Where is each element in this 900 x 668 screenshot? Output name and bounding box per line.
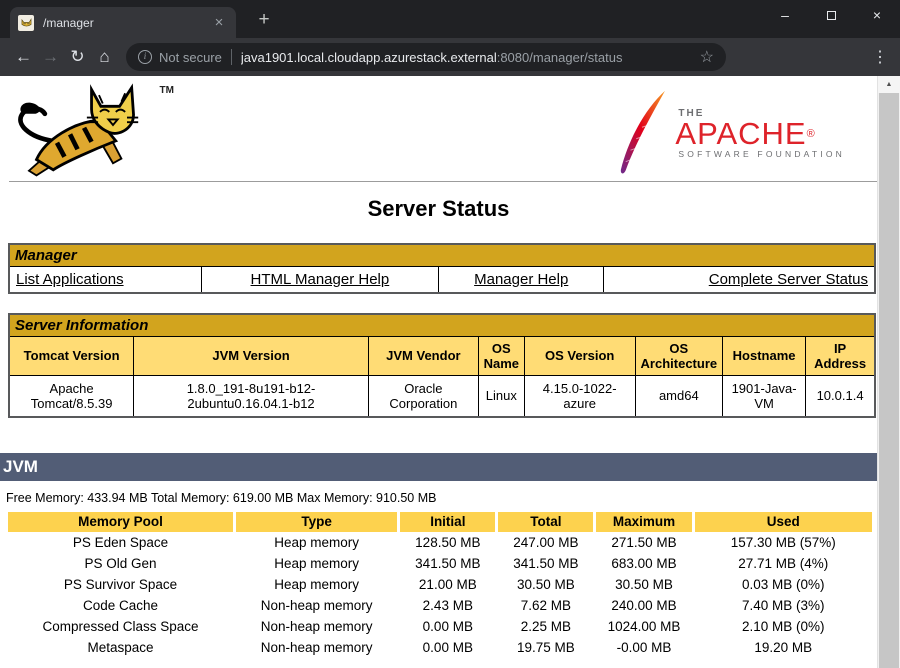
- val-hostname: 1901-Java-VM: [722, 374, 807, 417]
- apache-feather-icon: [621, 90, 666, 174]
- tomcat-favicon-icon: [18, 14, 34, 31]
- not-secure-label[interactable]: Not secure: [159, 49, 222, 65]
- memory-pool-row: PS Survivor Space Heap memory 21.00 MB 3…: [63, 577, 825, 592]
- col-os-name: OS Name: [477, 335, 525, 376]
- close-button[interactable]: ×: [872, 7, 882, 23]
- col-maximum: Maximum: [596, 511, 692, 532]
- server-information-table: Server Information Tomcat Version JVM Ve…: [8, 312, 876, 418]
- col-initial: Initial: [400, 511, 496, 532]
- info-icon[interactable]: i: [138, 50, 152, 64]
- url-host: java1901.local.cloudapp.azurestack.exter…: [240, 49, 497, 65]
- logo-row: TM THE APACHE®: [0, 76, 900, 179]
- page-title: Server Status: [367, 196, 510, 221]
- val-jvm-vendor: Oracle Corporation: [367, 374, 479, 417]
- complete-server-status-link[interactable]: Complete Server Status: [708, 270, 868, 288]
- memory-pool-row: Metaspace Non-heap memory 0.00 MB 19.75 …: [87, 640, 813, 655]
- list-applications-link[interactable]: List Applications: [16, 270, 124, 288]
- val-os-version: 4.15.0-1022-azure: [523, 374, 636, 417]
- refresh-icon[interactable]: ↻: [70, 47, 85, 66]
- minimize-button[interactable]: –: [781, 7, 789, 23]
- col-used: Used: [694, 511, 872, 532]
- tab-strip: /manager × + – ×: [0, 0, 900, 38]
- tomcat-cat-icon: [18, 83, 139, 177]
- page-scrollbar[interactable]: ▲: [877, 76, 900, 668]
- scroll-up-icon[interactable]: ▲: [878, 76, 900, 93]
- val-tomcat-version: Apache Tomcat/8.5.39: [8, 374, 135, 417]
- bookmark-star-icon[interactable]: ☆: [699, 49, 714, 66]
- apache-logo-text: THE APACHE® SOFTWARE FOUNDATION: [675, 108, 845, 159]
- forward-icon[interactable]: →: [42, 47, 59, 66]
- val-os-architecture: amd64: [634, 374, 724, 417]
- browser-menu-icon[interactable]: ⋮: [872, 49, 888, 66]
- manager-help-link[interactable]: Manager Help: [474, 270, 569, 288]
- val-jvm-version: 1.8.0_191-8u191-b12-2ubuntu0.16.04.1-b12: [133, 374, 369, 417]
- memory-pool-row: Code Cache Non-heap memory 2.43 MB 7.62 …: [82, 598, 825, 613]
- tomcat-tm-label: TM: [159, 85, 174, 96]
- window-controls: – ×: [762, 0, 900, 30]
- memory-pool-table: Memory Pool Type Initial Total Maximum U…: [5, 511, 875, 659]
- maximize-icon: [826, 10, 836, 20]
- url-text[interactable]: java1901.local.cloudapp.azurestack.exter…: [241, 50, 692, 65]
- apache-name-label: APACHE®: [675, 115, 816, 151]
- memory-pool-row: PS Old Gen Heap memory 341.50 MB 341.50 …: [84, 556, 829, 571]
- col-tomcat-version: Tomcat Version: [8, 335, 135, 376]
- server-info-section-title: Server Information: [8, 313, 876, 337]
- memory-pool-row: Compressed Class Space Non-heap memory 0…: [42, 619, 825, 634]
- col-memory-pool: Memory Pool: [8, 511, 233, 532]
- jvm-memory-summary: Free Memory: 433.94 MB Total Memory: 619…: [6, 490, 437, 505]
- maximize-button[interactable]: [808, 0, 854, 30]
- tomcat-logo: TM: [10, 83, 174, 183]
- apache-sf-label: SOFTWARE FOUNDATION: [678, 148, 845, 159]
- col-os-version: OS Version: [523, 335, 636, 376]
- new-tab-button[interactable]: +: [258, 9, 270, 30]
- jvm-section-header: JVM: [0, 452, 877, 481]
- col-jvm-vendor: JVM Vendor: [367, 335, 479, 376]
- col-total: Total: [498, 511, 594, 532]
- col-ip-address: IP Address: [805, 335, 876, 376]
- tab-close-icon[interactable]: ×: [214, 14, 224, 31]
- manager-nav-table: Manager List Applications HTML Manager H…: [8, 243, 876, 294]
- browser-toolbar: ← → ↻ ⌂ i Not secure java1901.local.clou…: [0, 38, 900, 76]
- col-type: Type: [235, 511, 398, 532]
- val-ip-address: 10.0.1.4: [805, 374, 876, 417]
- memory-pool-header-row: Memory Pool Type Initial Total Maximum U…: [8, 511, 872, 532]
- back-icon[interactable]: ←: [15, 47, 32, 66]
- browser-tab-manager[interactable]: /manager ×: [10, 7, 236, 38]
- header-divider: [9, 181, 896, 182]
- address-bar[interactable]: i Not secure java1901.local.cloudapp.azu…: [126, 43, 726, 71]
- apache-logo: THE APACHE® SOFTWARE FOUNDATION: [613, 89, 845, 177]
- manager-section-title: Manager: [8, 243, 876, 267]
- html-manager-help-link[interactable]: HTML Manager Help: [250, 270, 390, 288]
- home-icon[interactable]: ⌂: [99, 47, 110, 66]
- col-jvm-version: JVM Version: [133, 335, 369, 376]
- apache-the-label: THE: [678, 107, 705, 119]
- memory-pool-row: PS Eden Space Heap memory 128.50 MB 247.…: [72, 535, 836, 550]
- scrollbar-thumb[interactable]: [879, 93, 899, 668]
- page-content: TM THE APACHE®: [0, 76, 900, 668]
- tab-title: /manager: [43, 15, 94, 30]
- col-os-architecture: OS Architecture: [634, 335, 724, 376]
- col-hostname: Hostname: [722, 335, 807, 376]
- url-divider: [230, 49, 232, 65]
- server-info-header-row: Tomcat Version JVM Version JVM Vendor OS…: [8, 335, 876, 376]
- val-os-name: Linux: [477, 374, 525, 417]
- server-info-value-row: Apache Tomcat/8.5.39 1.8.0_191-8u191-b12…: [8, 374, 876, 417]
- registered-mark: ®: [806, 127, 816, 140]
- url-path: :8080/manager/status: [496, 49, 623, 65]
